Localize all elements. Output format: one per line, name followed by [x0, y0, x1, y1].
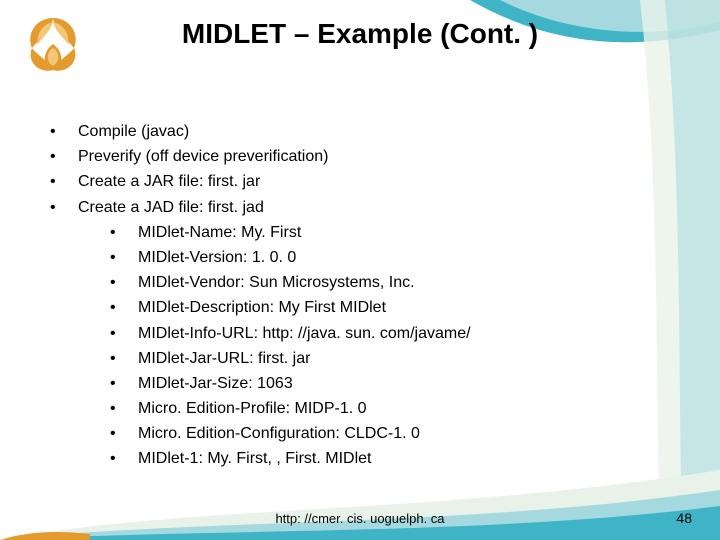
sub-bullet-text: MIDlet-Vendor: Sun Microsystems, Inc.: [138, 274, 415, 291]
bullet-item: Compile (javac): [50, 120, 680, 143]
sub-bullet-item: MIDlet-Info-URL: http: //java. sun. com/…: [110, 322, 680, 345]
sub-bullet-text: MIDlet-Version: 1. 0. 0: [138, 249, 296, 266]
content-area: Compile (javac) Preverify (off device pr…: [50, 120, 680, 473]
sub-bullet-item: MIDlet-Jar-Size: 1063: [110, 372, 680, 395]
sub-bullet-list: MIDlet-Name: My. First MIDlet-Version: 1…: [50, 221, 680, 471]
sub-bullet-item: Micro. Edition-Configuration: CLDC-1. 0: [110, 422, 680, 445]
bullet-text: Create a JAR file: first. jar: [78, 173, 260, 190]
sub-bullet-item: MIDlet-Version: 1. 0. 0: [110, 246, 680, 269]
sub-bullet-item: MIDlet-Name: My. First: [110, 221, 680, 244]
sub-bullet-item: MIDlet-Description: My First MIDlet: [110, 296, 680, 319]
page-number: 48: [676, 510, 692, 526]
bullet-text: Create a JAD file: first. jad: [78, 199, 264, 216]
bullet-item: Create a JAR file: first. jar: [50, 170, 680, 193]
sub-bullet-item: MIDlet-Jar-URL: first. jar: [110, 347, 680, 370]
sub-bullet-text: MIDlet-Jar-URL: first. jar: [138, 350, 310, 367]
sub-bullet-text: MIDlet-Description: My First MIDlet: [138, 299, 386, 316]
sub-bullet-text: Micro. Edition-Configuration: CLDC-1. 0: [138, 425, 420, 442]
slide-title: MIDLET – Example (Cont. ): [0, 18, 720, 50]
bullet-item: Create a JAD file: first. jad: [50, 196, 680, 219]
sub-bullet-item: Micro. Edition-Profile: MIDP-1. 0: [110, 397, 680, 420]
sub-bullet-text: MIDlet-Jar-Size: 1063: [138, 375, 293, 392]
bullet-text: Compile (javac): [78, 123, 189, 140]
bullet-list: Compile (javac) Preverify (off device pr…: [50, 120, 680, 219]
sub-bullet-item: MIDlet-Vendor: Sun Microsystems, Inc.: [110, 271, 680, 294]
footer-url: http: //cmer. cis. uoguelph. ca: [0, 511, 720, 526]
bullet-text: Preverify (off device preverification): [78, 148, 328, 165]
sub-bullet-text: MIDlet-Name: My. First: [138, 224, 301, 241]
sub-bullet-text: MIDlet-Info-URL: http: //java. sun. com/…: [138, 325, 471, 342]
bullet-item: Preverify (off device preverification): [50, 145, 680, 168]
sub-bullet-item: MIDlet-1: My. First, , First. MIDlet: [110, 447, 680, 470]
sub-bullet-text: Micro. Edition-Profile: MIDP-1. 0: [138, 400, 367, 417]
slide: MIDLET – Example (Cont. ) Compile (javac…: [0, 0, 720, 540]
sub-bullet-text: MIDlet-1: My. First, , First. MIDlet: [138, 450, 371, 467]
